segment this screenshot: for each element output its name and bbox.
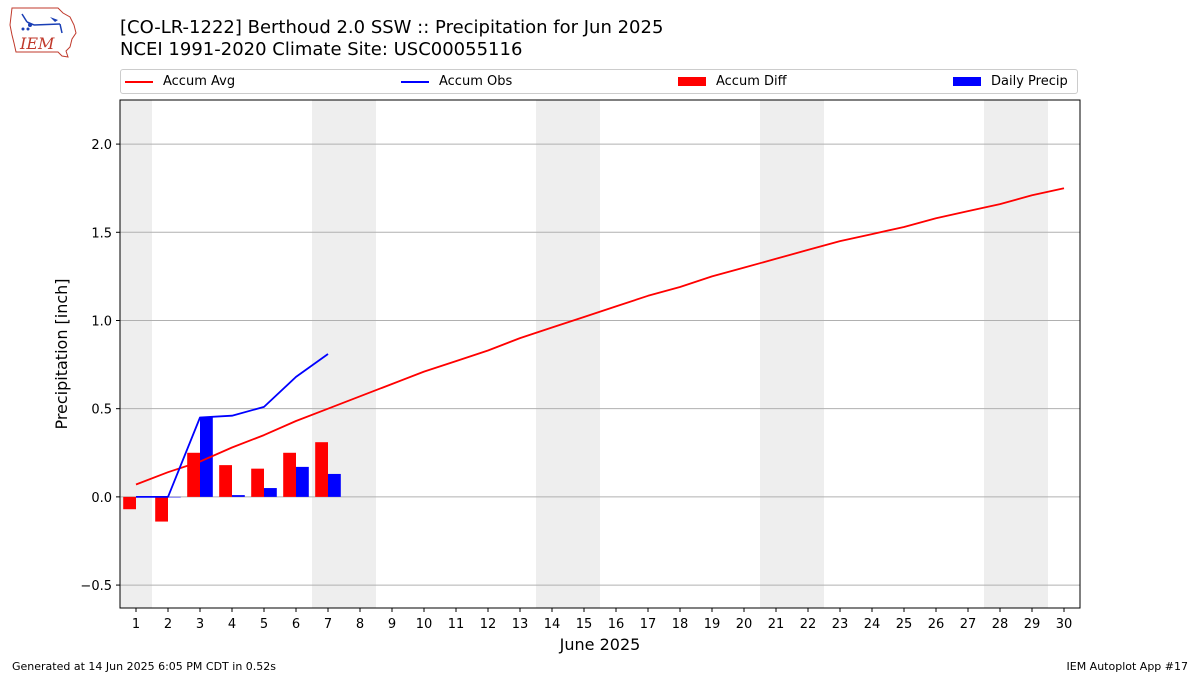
x-tick-label: 21	[768, 617, 785, 632]
bar-daily-precip-day-6	[296, 466, 309, 497]
legend-label-daily-precip: Daily Precip	[991, 74, 1068, 89]
footer-app-label: IEM Autoplot App #17	[1066, 660, 1189, 673]
y-axis-label: Precipitation [inch]	[52, 278, 71, 429]
iem-logo-text: IEM	[19, 34, 55, 53]
x-tick-label: 10	[416, 617, 433, 632]
weekend-shade-day-21	[760, 100, 792, 608]
x-tick-label: 4	[228, 617, 236, 632]
x-tick-label: 9	[388, 617, 396, 632]
weekend-shade-day-28	[984, 100, 1016, 608]
bar-daily-precip-day-7	[328, 473, 341, 497]
x-tick-label: 19	[704, 617, 721, 632]
y-tick-label: 0.5	[91, 403, 112, 418]
y-tick-label: 1.5	[91, 226, 112, 241]
iem-logo: IEM	[9, 7, 77, 58]
bar-accum-diff-day-2	[155, 496, 168, 522]
weekend-shade-day-22	[792, 100, 824, 608]
bar-daily-precip-day-2	[168, 496, 181, 498]
x-tick-label: 26	[928, 617, 945, 632]
footer-generated: Generated at 14 Jun 2025 6:05 PM CDT in …	[12, 660, 277, 673]
x-axis-label: June 2025	[559, 635, 641, 654]
bar-accum-diff-day-4	[219, 465, 232, 497]
weekend-shade-day-29	[1016, 100, 1048, 608]
y-tick-label: 1.0	[91, 314, 112, 329]
legend-swatch-accum-obs	[401, 80, 429, 83]
bar-accum-diff-day-6	[283, 452, 296, 497]
x-tick-label: 14	[544, 617, 561, 632]
bar-daily-precip-day-5	[264, 488, 277, 497]
x-tick-label: 18	[672, 617, 689, 632]
x-tick-label: 22	[800, 617, 817, 632]
weekend-shade-day-14	[536, 100, 568, 608]
x-tick-label: 20	[736, 617, 753, 632]
x-tick-label: 3	[196, 617, 204, 632]
x-tick-label: 8	[356, 617, 364, 632]
weekend-shade-day-1	[120, 100, 152, 608]
legend-item-accum-avg: Accum Avg	[125, 70, 235, 93]
chart-legend: Accum Avg Accum Obs Accum Diff Daily Pre…	[120, 69, 1078, 94]
weekend-shade-day-15	[568, 100, 600, 608]
y-tick-label: −0.5	[80, 579, 112, 594]
weekend-shade-day-8	[344, 100, 376, 608]
x-tick-label: 2	[164, 617, 172, 632]
legend-swatch-daily-precip	[953, 77, 981, 86]
legend-swatch-accum-diff	[678, 77, 706, 86]
x-tick-label: 28	[992, 617, 1009, 632]
x-tick-label: 5	[260, 617, 268, 632]
x-tick-label: 16	[608, 617, 625, 632]
x-tick-label: 11	[448, 617, 465, 632]
x-tick-label: 7	[324, 617, 332, 632]
bar-accum-diff-day-1	[123, 496, 136, 510]
bar-accum-diff-day-5	[251, 468, 264, 497]
legend-swatch-accum-avg	[125, 80, 153, 83]
bar-accum-diff-day-7	[315, 442, 328, 497]
legend-label-accum-diff: Accum Diff	[716, 74, 787, 89]
y-tick-label: 2.0	[91, 138, 112, 153]
y-tick-label: 0.0	[91, 491, 112, 506]
legend-item-daily-precip: Daily Precip	[953, 70, 1068, 93]
legend-item-accum-diff: Accum Diff	[678, 70, 787, 93]
bar-accum-diff-day-3	[187, 452, 200, 497]
chart-title: [CO-LR-1222] Berthoud 2.0 SSW :: Precipi…	[120, 17, 664, 38]
x-tick-label: 24	[864, 617, 881, 632]
chart-subtitle: NCEI 1991-2020 Climate Site: USC00055116	[120, 39, 523, 60]
x-tick-label: 17	[640, 617, 657, 632]
plot-frame	[119, 99, 1081, 609]
x-tick-label: 15	[576, 617, 593, 632]
legend-label-accum-avg: Accum Avg	[163, 74, 236, 89]
bar-daily-precip-day-4	[232, 495, 245, 497]
x-tick-label: 12	[480, 617, 497, 632]
x-tick-label: 25	[896, 617, 913, 632]
x-tick-label: 23	[832, 617, 849, 632]
legend-item-accum-obs: Accum Obs	[401, 70, 512, 93]
legend-label-accum-obs: Accum Obs	[439, 74, 513, 89]
x-tick-label: 30	[1056, 617, 1073, 632]
x-tick-label: 13	[512, 617, 529, 632]
x-tick-label: 1	[132, 617, 140, 632]
x-tick-label: 27	[960, 617, 977, 632]
bar-daily-precip-day-3	[200, 417, 213, 497]
x-tick-label: 29	[1024, 617, 1041, 632]
line-accum-avg	[135, 187, 1065, 486]
x-tick-label: 6	[292, 617, 300, 632]
line-accum-obs	[136, 353, 329, 498]
